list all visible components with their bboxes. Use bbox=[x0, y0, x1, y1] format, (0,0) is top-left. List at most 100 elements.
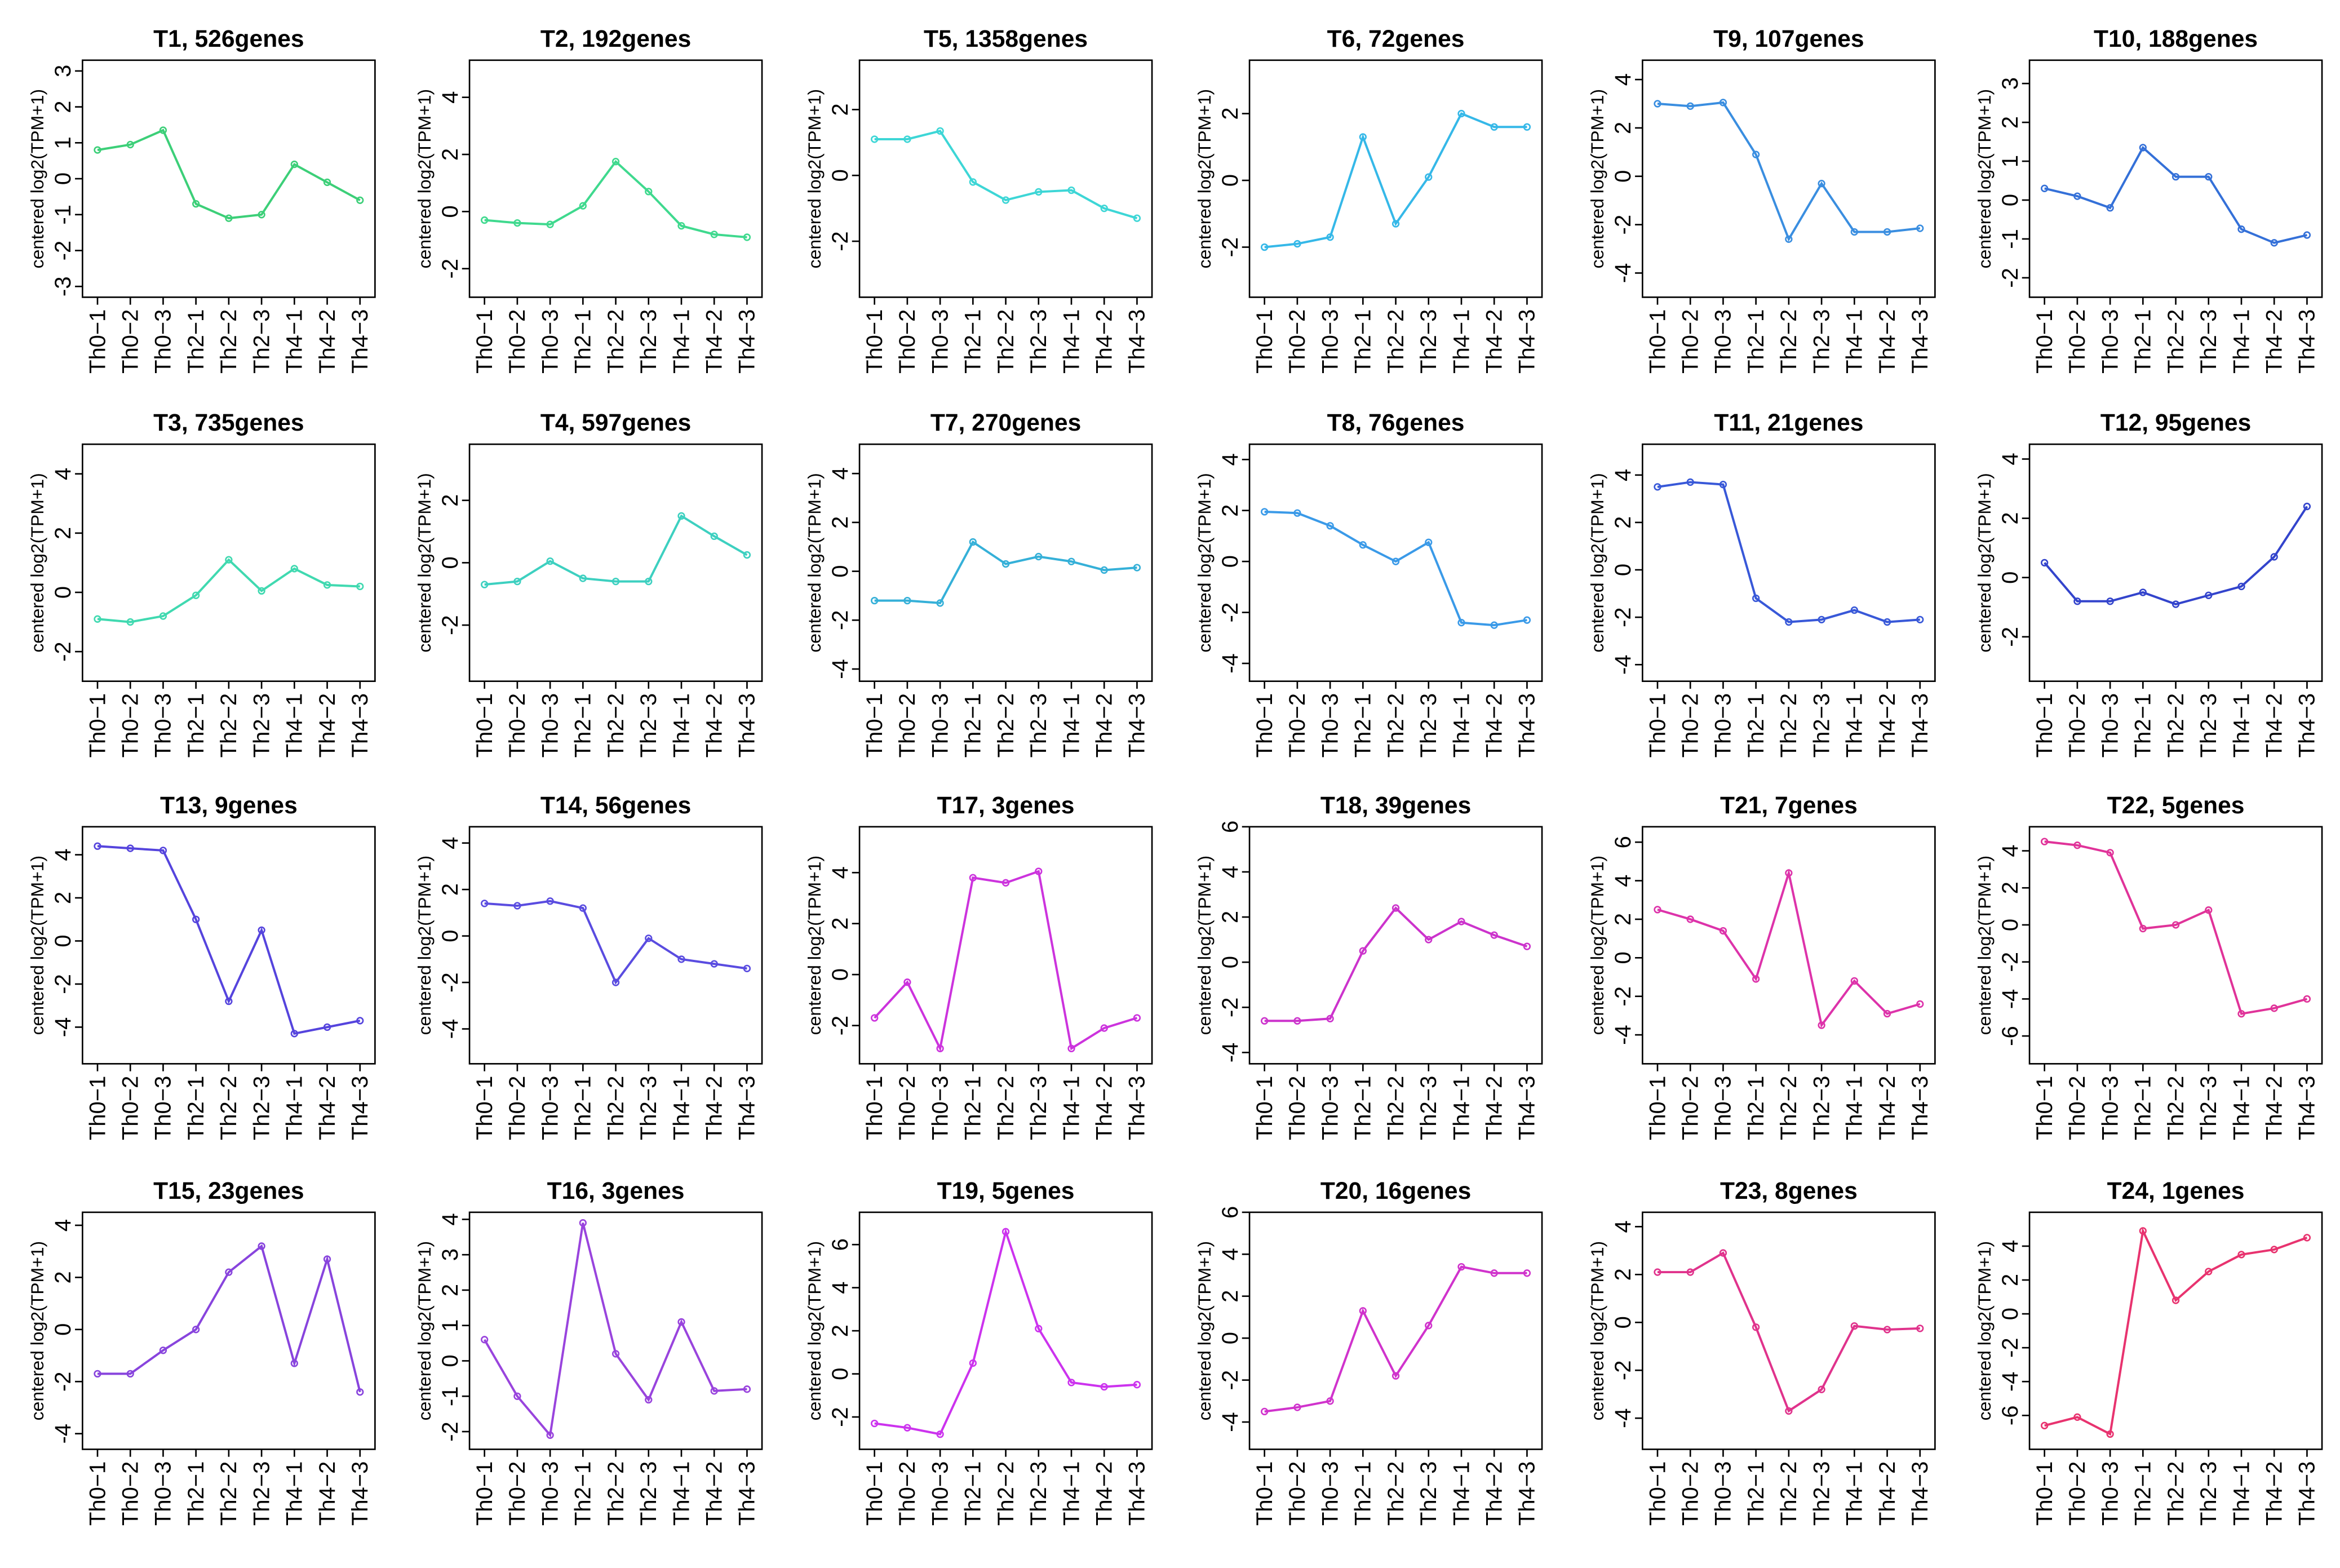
mean-point bbox=[1523, 1269, 1531, 1277]
y-axis-label: centered log2(TPM+1) bbox=[1974, 856, 1995, 1035]
mean-point bbox=[159, 126, 167, 134]
mean-point bbox=[936, 599, 944, 607]
mean-point bbox=[1883, 1009, 1891, 1018]
mean-point bbox=[1457, 1263, 1465, 1271]
mean-point bbox=[1818, 1021, 1825, 1029]
x-tick-label: Th4−1 bbox=[1842, 1461, 1867, 1526]
y-tick-label: -6 bbox=[1998, 1026, 2023, 1046]
y-tick-label: -2 bbox=[1611, 1360, 1636, 1380]
mean-point bbox=[743, 233, 751, 241]
x-tick-label: Th0−2 bbox=[505, 1076, 530, 1140]
x-tick-label: Th4−3 bbox=[1125, 693, 1150, 758]
plot-frame bbox=[82, 1211, 376, 1450]
plot-frame bbox=[1642, 826, 1936, 1065]
x-tick-label: Th2−1 bbox=[1744, 309, 1769, 374]
y-tick-label: 0 bbox=[51, 934, 76, 947]
x-tick-label: Th0−3 bbox=[928, 1461, 952, 1526]
x-tick-label: Th0−1 bbox=[2032, 309, 2057, 374]
mean-point bbox=[1293, 1403, 1301, 1411]
x-tick-label: Th0−1 bbox=[1252, 309, 1277, 374]
x-tick-label: Th2−3 bbox=[1416, 1076, 1441, 1140]
y-axis-label: centered log2(TPM+1) bbox=[1194, 1241, 1215, 1421]
mean-point bbox=[323, 1023, 331, 1031]
x-tick-label: Th2−2 bbox=[216, 1076, 241, 1140]
x-tick-label: Th4−3 bbox=[1908, 309, 1933, 374]
x-tick-label: Th0−2 bbox=[1285, 693, 1310, 758]
x-tick-label: Th2−1 bbox=[2131, 1461, 2156, 1526]
y-tick-label: 2 bbox=[828, 1325, 853, 1337]
y-tick-label: 2 bbox=[438, 148, 463, 161]
x-tick-label: Th2−1 bbox=[1744, 1461, 1769, 1526]
y-tick-label: 2 bbox=[1611, 516, 1636, 529]
y-tick-label: 0 bbox=[1998, 572, 2023, 584]
y-axis-label: centered log2(TPM+1) bbox=[27, 856, 47, 1035]
y-tick-label: 0 bbox=[1611, 951, 1636, 964]
plot-frame bbox=[2028, 59, 2323, 298]
mean-line bbox=[874, 130, 1138, 220]
x-tick-label: Th4−1 bbox=[1059, 1076, 1084, 1140]
mean-point bbox=[2073, 841, 2081, 849]
mean-point bbox=[1523, 123, 1531, 131]
y-tick-label: 2 bbox=[1218, 504, 1243, 517]
mean-point bbox=[2270, 1246, 2278, 1253]
x-tick-label: Th0−2 bbox=[895, 1076, 920, 1140]
x-tick-label: Th2−3 bbox=[249, 693, 274, 758]
x-tick-label: Th4−1 bbox=[1842, 309, 1867, 374]
mean-point bbox=[1719, 480, 1727, 489]
y-tick-label: 2 bbox=[1998, 116, 2023, 129]
x-tick-label: Th4−2 bbox=[702, 693, 727, 758]
mean-point bbox=[1686, 1268, 1694, 1276]
y-tick-label: 2 bbox=[438, 1284, 463, 1296]
y-axis-label: centered log2(TPM+1) bbox=[414, 473, 435, 653]
y-axis-label: centered log2(TPM+1) bbox=[414, 1241, 435, 1421]
x-tick-label: Th4−3 bbox=[1125, 1076, 1150, 1140]
plot-frame bbox=[858, 1211, 1153, 1450]
x-tick-label: Th0−3 bbox=[151, 693, 176, 758]
y-tick-label: 4 bbox=[1218, 866, 1243, 878]
x-tick-label: Th2−2 bbox=[604, 1076, 628, 1140]
x-tick-label: Th4−2 bbox=[702, 309, 727, 374]
x-tick-label: Th4−2 bbox=[1875, 309, 1900, 374]
y-tick-label: 2 bbox=[828, 103, 853, 116]
y-tick-label: 2 bbox=[1218, 1290, 1243, 1303]
x-tick-label: Th2−3 bbox=[2196, 1461, 2221, 1526]
y-tick-label: 4 bbox=[51, 848, 76, 861]
plot-frame bbox=[468, 59, 763, 298]
y-tick-label: 2 bbox=[51, 101, 76, 113]
x-tick-label: Th4−1 bbox=[1059, 309, 1084, 374]
mean-point bbox=[1752, 975, 1760, 983]
y-axis-label: centered log2(TPM+1) bbox=[1974, 1241, 1995, 1421]
plot-frame bbox=[1248, 826, 1543, 1065]
y-tick-label: -2 bbox=[51, 641, 76, 661]
y-tick-label: -2 bbox=[438, 615, 463, 635]
mean-point bbox=[1035, 1325, 1043, 1332]
x-tick-label: Th0−1 bbox=[472, 693, 497, 758]
x-tick-label: Th2−3 bbox=[636, 1076, 661, 1140]
y-tick-label: 6 bbox=[828, 1238, 853, 1251]
y-tick-label: -4 bbox=[1998, 989, 2023, 1009]
mean-point bbox=[546, 220, 554, 228]
x-tick-label: Th2−3 bbox=[636, 1461, 661, 1526]
x-tick-label: Th2−1 bbox=[1744, 1076, 1769, 1140]
x-tick-label: Th0−3 bbox=[538, 309, 562, 374]
x-tick-label: Th0−2 bbox=[895, 309, 920, 374]
mean-point bbox=[1719, 1249, 1727, 1257]
mean-point bbox=[258, 1242, 265, 1250]
mean-point bbox=[2106, 1430, 2114, 1438]
mean-point bbox=[1293, 240, 1301, 248]
x-tick-label: Th4−2 bbox=[1092, 309, 1117, 374]
mean-point bbox=[2303, 1234, 2311, 1242]
x-tick-label: Th4−1 bbox=[282, 1461, 307, 1526]
y-tick-label: 1 bbox=[438, 1319, 463, 1332]
mean-point bbox=[1490, 1269, 1498, 1277]
chart-title: T18, 39genes bbox=[1320, 792, 1471, 819]
x-tick-label: Th0−1 bbox=[862, 693, 887, 758]
mean-point bbox=[1523, 942, 1531, 950]
mean-point bbox=[2139, 144, 2147, 152]
plot-frame bbox=[468, 826, 763, 1065]
mean-point bbox=[1457, 109, 1465, 118]
mean-line bbox=[98, 1244, 361, 1393]
x-tick-label: Th0−2 bbox=[1285, 1461, 1310, 1526]
mean-point bbox=[1261, 1407, 1269, 1416]
mean-point bbox=[1490, 123, 1498, 131]
